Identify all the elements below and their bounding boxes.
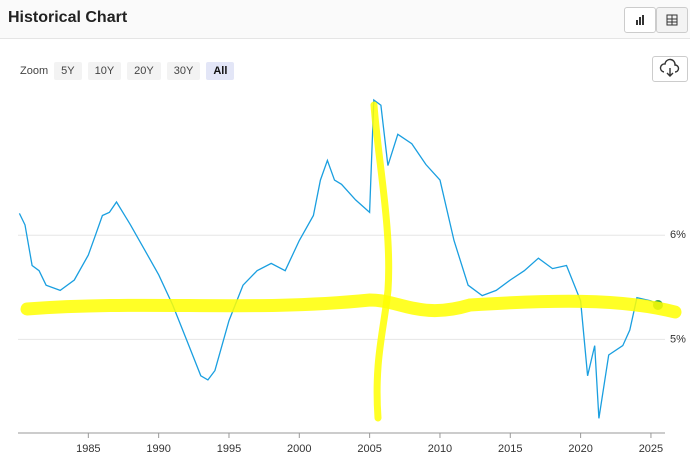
x-tick-label: 2000 xyxy=(287,443,311,455)
y-tick-label: 5% xyxy=(670,333,686,345)
title: Historical Chart xyxy=(8,9,128,26)
x-tick-label: 1995 xyxy=(217,443,241,455)
table-view-button[interactable] xyxy=(656,7,688,33)
header: Historical Chart xyxy=(0,0,690,39)
zoom-button[interactable]: 20Y xyxy=(127,62,161,80)
download-button[interactable] xyxy=(652,56,688,82)
x-tick-label: 2005 xyxy=(357,443,381,455)
y-tick-label: 6% xyxy=(670,229,686,241)
x-tick-label: 2025 xyxy=(639,443,663,455)
zoom-label: Zoom xyxy=(20,65,49,77)
x-tick-label: 2015 xyxy=(498,443,522,455)
zoom-bar: Zoom 5Y 10Y 20Y 30Y All xyxy=(20,62,235,80)
x-tick-label: 1985 xyxy=(76,443,100,455)
x-tick-label: 2020 xyxy=(568,443,592,455)
highlight-stroke xyxy=(370,101,393,422)
x-tick-label: 2010 xyxy=(428,443,452,455)
chart-view-button[interactable] xyxy=(624,7,656,33)
highlight-stroke xyxy=(20,293,682,319)
series-line xyxy=(18,98,659,419)
zoom-button[interactable]: 10Y xyxy=(87,62,122,80)
zoom-button[interactable]: 5Y xyxy=(54,62,82,80)
zoom-button[interactable]: All xyxy=(206,62,235,80)
x-tick-label: 1990 xyxy=(146,443,170,455)
zoom-button[interactable]: 30Y xyxy=(166,62,201,80)
